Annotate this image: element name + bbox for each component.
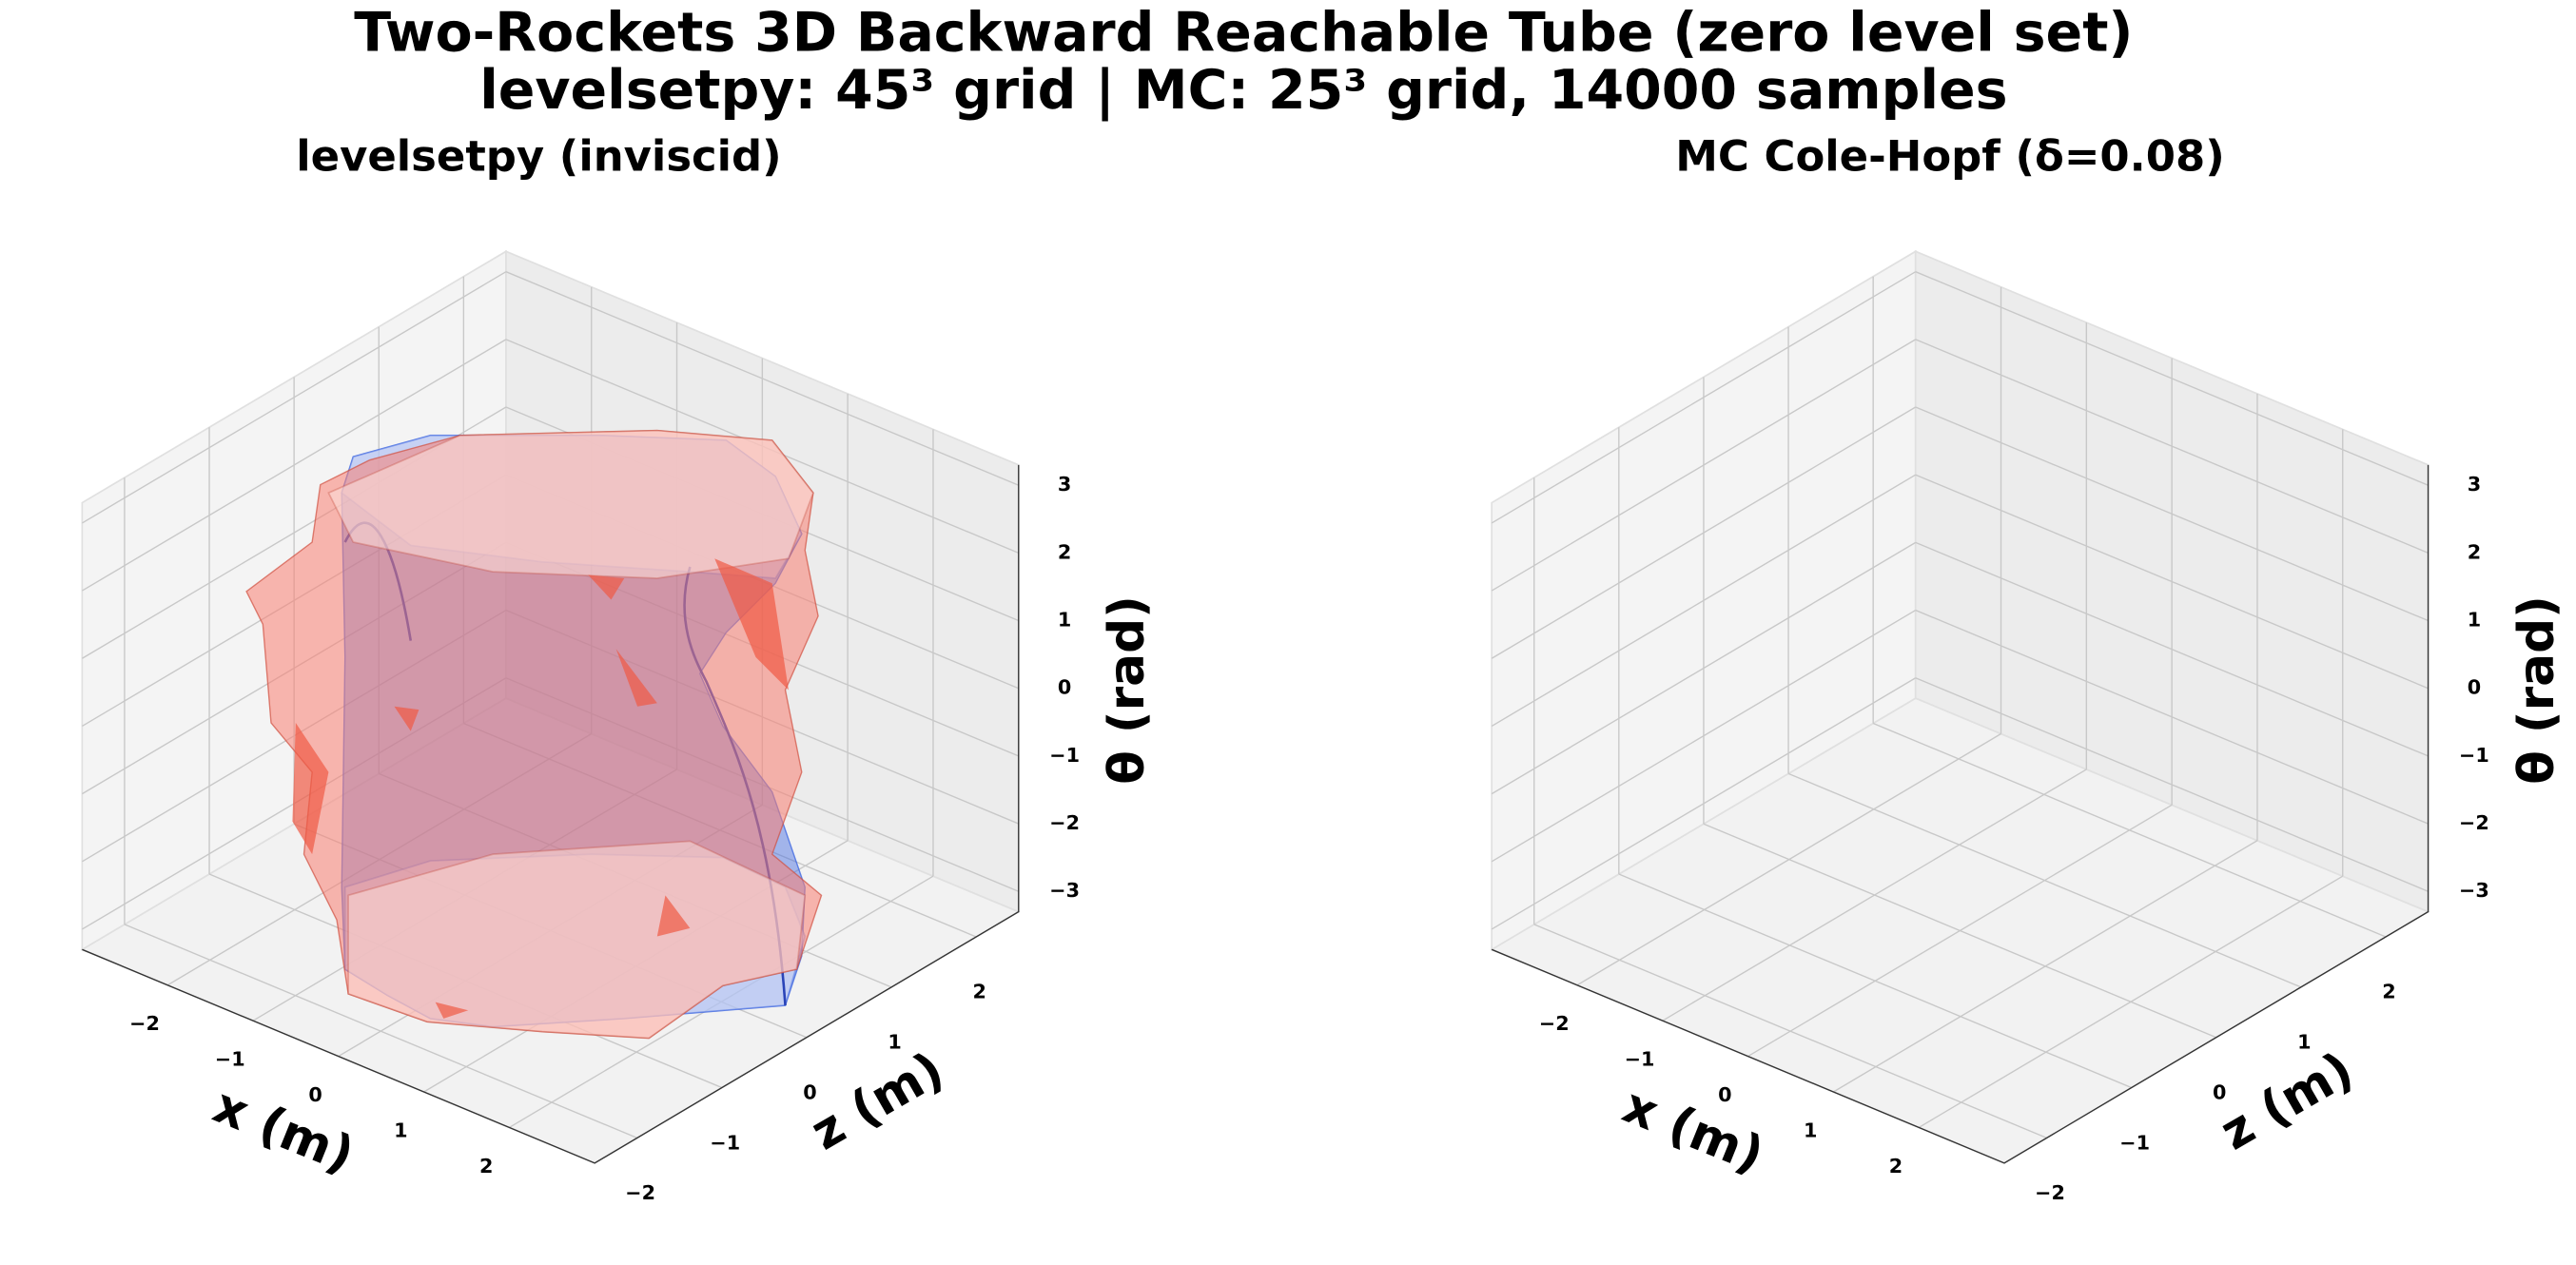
grid-line xyxy=(1491,541,1917,795)
theta-axis-label: θ (rad) xyxy=(1099,595,1156,785)
grid-line xyxy=(505,271,1020,486)
z-tick-label: −1 xyxy=(2119,1131,2150,1154)
theta-tick-label: 3 xyxy=(2468,473,2481,496)
theta-tick-label: 1 xyxy=(1058,609,1071,632)
grid-line xyxy=(81,271,507,524)
theta-tick-label: 3 xyxy=(1058,473,1071,496)
grid-line xyxy=(1915,474,2429,690)
grid-line xyxy=(1491,474,1917,728)
axes-3d: −2 −1 0 1 2 −2 −1 0 1 2 −3 −2 −1 0 1 2 3 x (m) z (m) θ (rad… xyxy=(245,249,2566,1204)
grid-line xyxy=(1915,541,2429,757)
grid-line xyxy=(1787,772,2302,988)
x-tick-label: −1 xyxy=(1625,1048,1655,1071)
x-tick-label: 1 xyxy=(1804,1119,1817,1141)
z-tick-label: 2 xyxy=(2382,981,2395,1003)
x-tick-label: 0 xyxy=(1718,1083,1731,1106)
grid-line xyxy=(124,924,638,1139)
theta-tick-label: −2 xyxy=(1049,811,1080,834)
x-axis-label: x (m) xyxy=(205,1078,361,1185)
x-axis-label: x (m) xyxy=(1615,1078,1771,1185)
grid-line xyxy=(1491,406,1917,659)
theta-tick-label: −3 xyxy=(2459,879,2489,902)
theta-axis-label: θ (rad) xyxy=(2508,595,2566,785)
x-tick-label: 0 xyxy=(308,1083,322,1106)
theta-tick-label: 2 xyxy=(1058,540,1071,563)
z-tick-label: −2 xyxy=(2035,1181,2065,1204)
surface-patches xyxy=(292,558,789,1019)
grid-line xyxy=(1533,924,2047,1139)
z-tick-label: 1 xyxy=(2297,1031,2311,1054)
grid-line xyxy=(1915,339,2429,555)
x-tick-label: 2 xyxy=(479,1155,493,1177)
z-tick-label: 0 xyxy=(2213,1080,2226,1103)
z-tick-label: −2 xyxy=(625,1181,655,1204)
grid-line xyxy=(1618,873,2132,1089)
grid-line xyxy=(1915,406,2429,622)
surface-cap xyxy=(327,429,814,579)
grid-line xyxy=(1491,677,1917,930)
x-tick-label: 1 xyxy=(394,1119,407,1141)
z-axis-label: z (m) xyxy=(802,1041,953,1162)
x-tick-label: −2 xyxy=(1539,1012,1570,1035)
figure-title: Two-Rockets 3D Backward Reachable Tube (… xyxy=(354,2,2133,65)
z-tick-label: 0 xyxy=(803,1080,816,1103)
figure-subtitle: levelsetpy: 45³ grid | MC: 25³ grid, 140… xyxy=(479,59,2007,123)
grid-line xyxy=(1703,823,2217,1039)
theta-tick-label: −3 xyxy=(1049,879,1080,902)
theta-tick-label: 0 xyxy=(1058,676,1071,699)
grid-line xyxy=(1491,271,1917,524)
grid-line xyxy=(1491,609,1917,863)
axis-line xyxy=(82,464,1020,1164)
theta-tick-label: 1 xyxy=(2468,609,2481,632)
x-tick-label: 2 xyxy=(1889,1155,1903,1177)
theta-tick-label: −2 xyxy=(2459,811,2489,834)
panel-title: MC Cole-Hopf (δ=0.08) xyxy=(1675,131,2224,182)
grid-line xyxy=(81,339,507,592)
grid-line xyxy=(1915,677,2429,892)
surface-cap xyxy=(347,840,807,1040)
theta-tick-label: −1 xyxy=(1049,744,1080,767)
z-axis-label: z (m) xyxy=(2212,1041,2363,1162)
theta-tick-label: 2 xyxy=(2468,540,2481,563)
panel-title: levelsetpy (inviscid) xyxy=(296,131,781,182)
grid-line xyxy=(1915,271,2429,486)
grid-line xyxy=(1872,722,2387,938)
grid-line xyxy=(1491,339,1917,592)
x-tick-label: −1 xyxy=(215,1048,245,1071)
grid-line xyxy=(1915,609,2429,825)
theta-tick-label: 0 xyxy=(2468,676,2481,699)
z-tick-label: 2 xyxy=(972,981,986,1003)
theta-tick-label: −1 xyxy=(2459,744,2489,767)
axis-line xyxy=(1491,464,2430,1164)
z-tick-label: 1 xyxy=(888,1031,901,1054)
x-tick-label: −2 xyxy=(129,1012,160,1035)
z-tick-label: −1 xyxy=(710,1131,740,1154)
